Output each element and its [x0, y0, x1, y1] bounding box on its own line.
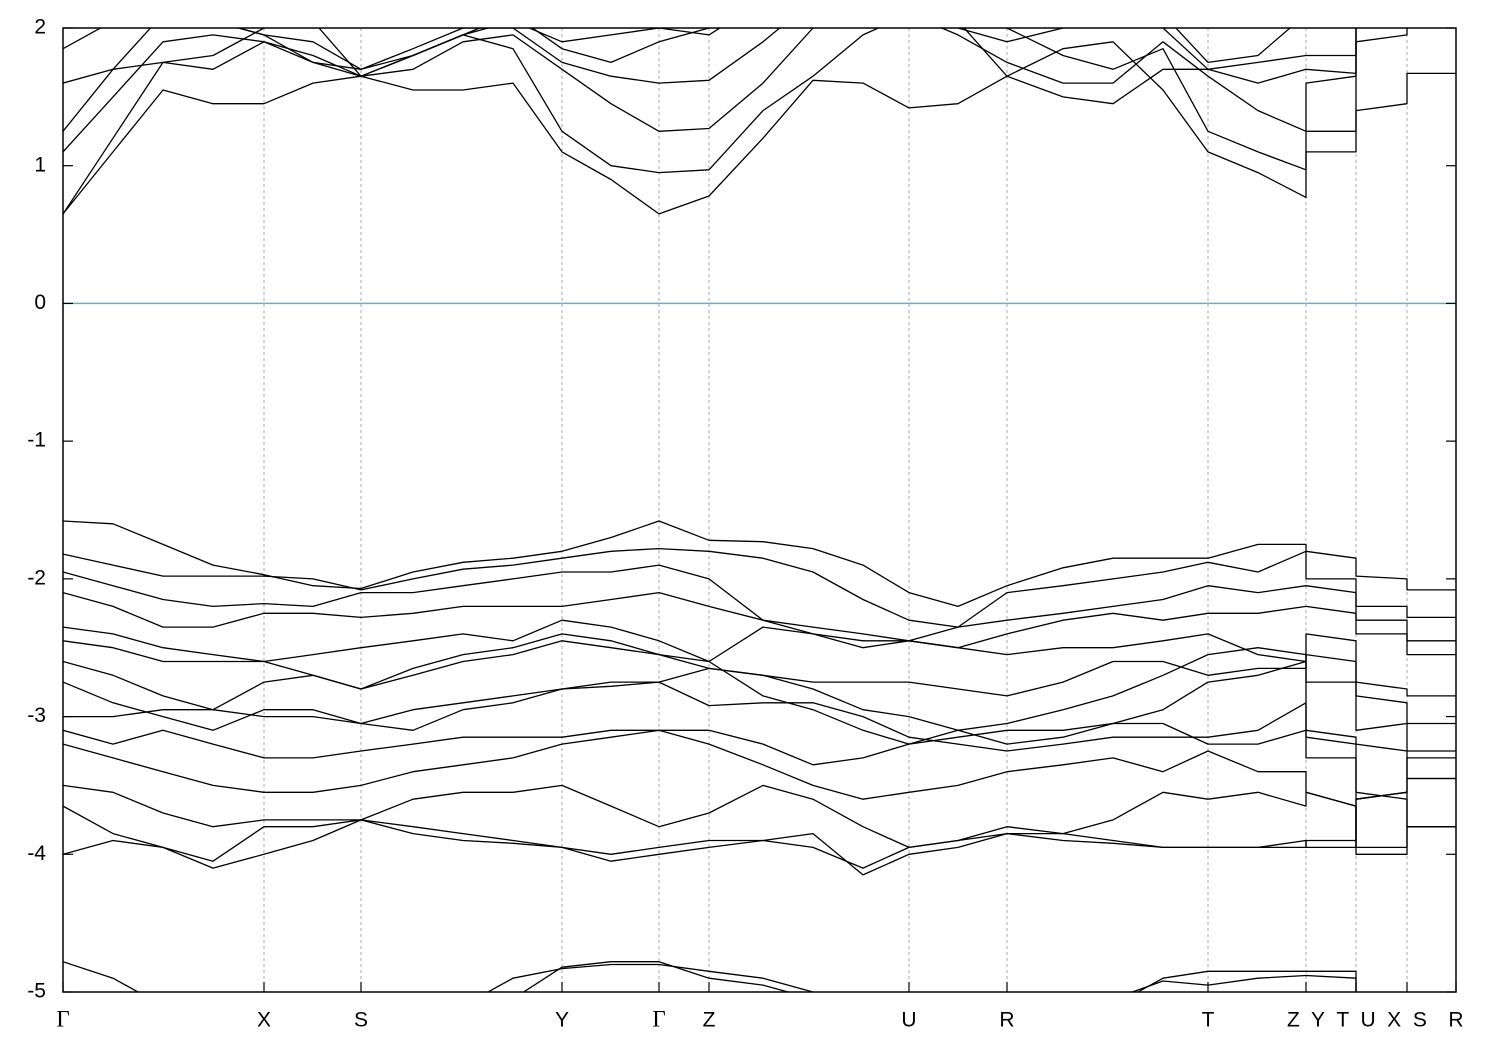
x-tick-label: S — [354, 1009, 368, 1032]
x-tick-label: R — [999, 1009, 1014, 1032]
band — [63, 591, 1456, 656]
band — [63, 633, 1456, 752]
y-tick-label: -3 — [27, 704, 46, 727]
y-tick-label: -1 — [27, 429, 46, 452]
band — [63, 547, 1456, 628]
band — [63, 961, 1357, 992]
plot-frame — [62, 27, 1457, 993]
x-tick-label: X S — [1387, 1009, 1427, 1032]
y-tick-label: 2 — [34, 16, 46, 39]
x-tick-label: R — [1448, 1009, 1463, 1032]
band — [63, 28, 1357, 84]
x-tick-label: T — [1202, 1009, 1215, 1032]
band — [63, 28, 1357, 153]
band — [63, 784, 1456, 849]
y-tick-label: -2 — [27, 566, 46, 589]
bands — [63, 28, 1456, 992]
x-tick-label: T U — [1336, 1009, 1375, 1032]
x-tick-label: Z — [703, 1009, 716, 1032]
y-tick-label: 1 — [34, 153, 46, 176]
x-tick-label: Γ — [56, 1006, 69, 1031]
y-tick-label: -5 — [27, 980, 46, 1003]
band — [63, 28, 1291, 70]
band — [63, 28, 1357, 132]
band — [63, 729, 1456, 855]
x-tick-label: U — [901, 1009, 916, 1032]
y-tick-label: 0 — [34, 291, 46, 314]
band — [63, 961, 1357, 992]
band — [63, 722, 1456, 828]
x-tick-label: Y — [555, 1009, 569, 1032]
band — [63, 681, 1456, 828]
x-tick-label: Z Y — [1287, 1009, 1325, 1032]
y-tick-label: -4 — [27, 842, 46, 865]
x-tick-label: X — [257, 1009, 271, 1032]
x-tick-label: Γ — [652, 1006, 665, 1031]
band — [63, 619, 1456, 697]
band — [63, 41, 1456, 215]
band — [63, 757, 1456, 876]
band — [63, 520, 1456, 608]
axes: -5 -4 -3 -2 -1 0 1 2 Γ X S Y Γ Z U R T Z Y T U X S R — [27, 16, 1463, 1032]
band — [63, 28, 1408, 215]
band — [63, 660, 1456, 780]
band — [63, 640, 1456, 725]
